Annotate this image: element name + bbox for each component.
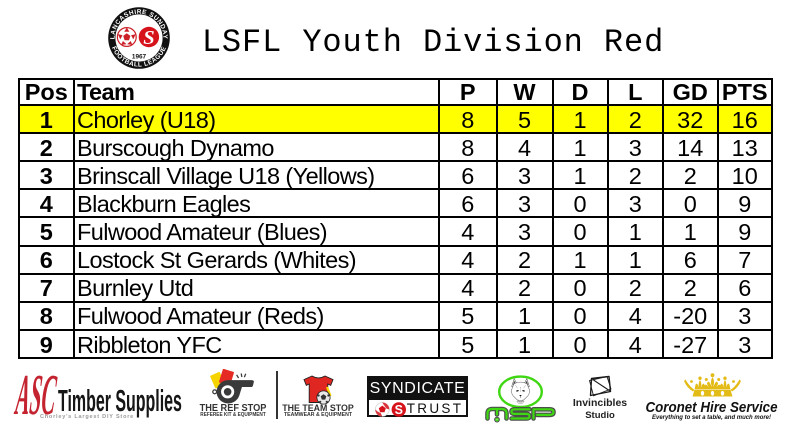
svg-text:S: S [143,27,154,49]
svg-text:1967: 1967 [132,54,147,61]
svg-text:S: S [395,403,403,417]
